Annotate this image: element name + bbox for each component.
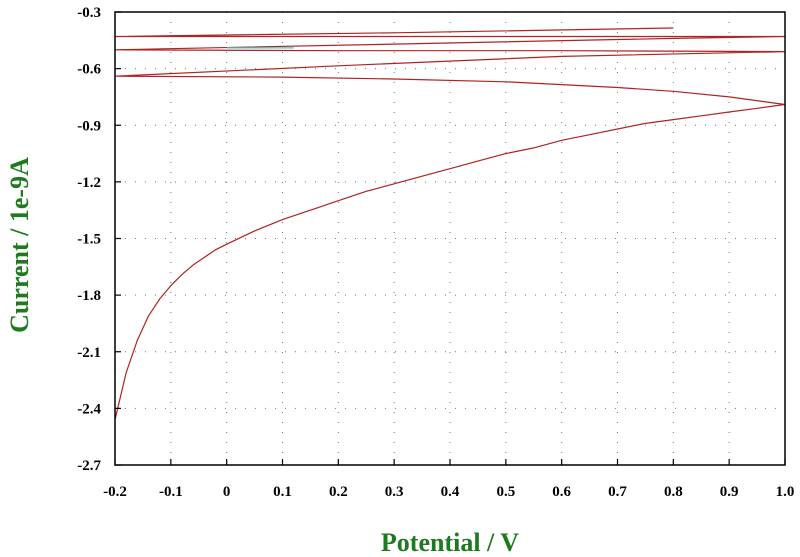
x-tick-label: 0.8 — [664, 484, 683, 500]
x-tick-label: -0.2 — [103, 484, 127, 500]
x-tick-label: 0.3 — [385, 484, 404, 500]
y-tick-label: -0.3 — [77, 5, 101, 21]
y-tick-label: -2.1 — [77, 345, 101, 361]
y-tick-label: -0.6 — [77, 62, 101, 78]
x-tick-label: 0.9 — [720, 484, 739, 500]
y-tick-label: -1.8 — [77, 288, 101, 304]
y-tick-label: -2.7 — [77, 458, 101, 474]
y-tick-label: -1.2 — [77, 175, 101, 191]
y-tick-label: -0.9 — [77, 118, 101, 134]
x-tick-label: 0.5 — [496, 484, 515, 500]
x-tick-label: 1.0 — [776, 484, 795, 500]
y-tick-label: -1.5 — [77, 232, 101, 248]
series-layer — [114, 27, 786, 420]
y-tick-label: -2.4 — [77, 401, 101, 417]
x-tick-label: 0.6 — [552, 484, 571, 500]
x-tick-label: 0.4 — [441, 484, 460, 500]
y-axis-title: Current / 1e-9A — [5, 157, 34, 333]
x-tick-label: -0.1 — [159, 484, 183, 500]
x-tick-label: 0.1 — [273, 484, 292, 500]
x-tick-label: 0 — [223, 484, 231, 500]
x-tick-label: 0.2 — [329, 484, 348, 500]
x-axis-title: Potential / V — [381, 528, 519, 557]
cv-trace — [114, 27, 786, 420]
x-tick-label: 0.7 — [608, 484, 627, 500]
ticks: -0.2 -0.1 0 0.1 0.2 0.3 0.4 0.5 0.6 0.7 0.8 0.9 1.0 -… — [77, 5, 794, 500]
